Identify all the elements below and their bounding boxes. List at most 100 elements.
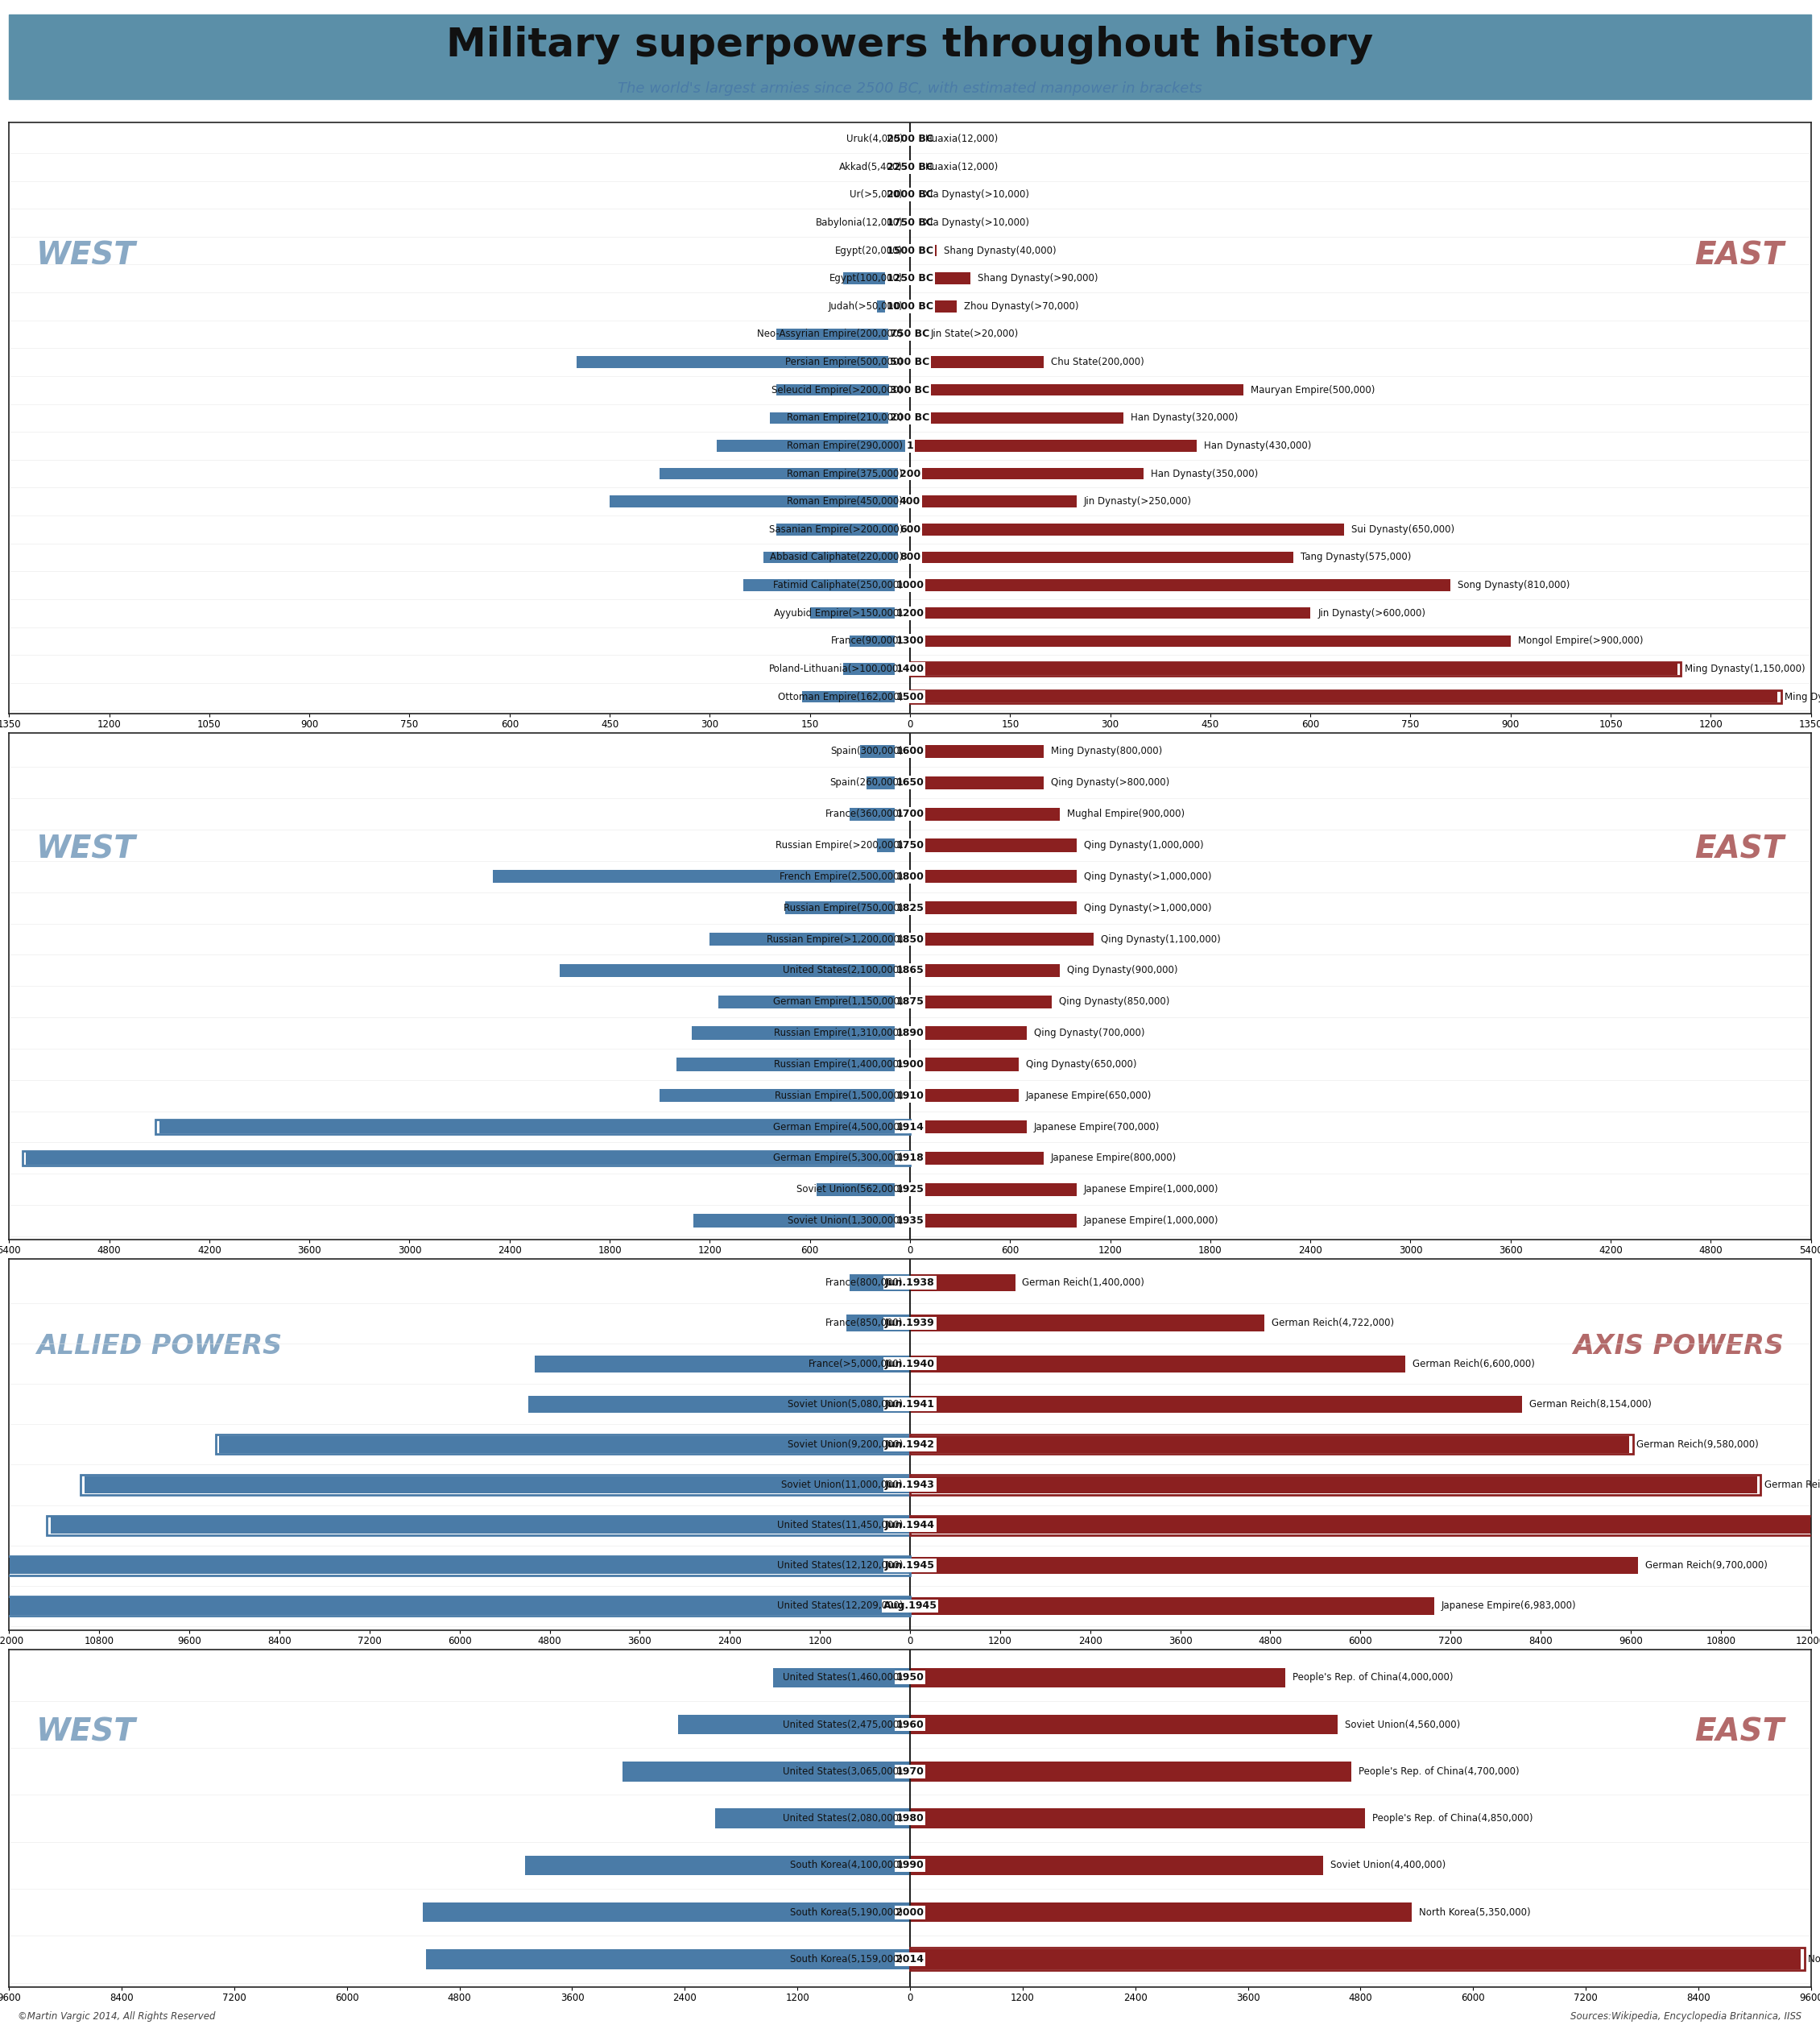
Text: France(90,000): France(90,000) (832, 636, 903, 646)
Text: Spain(300,000): Spain(300,000) (830, 746, 903, 756)
Text: The world's largest armies since 2500 BC, with estimated manpower in brackets: The world's largest armies since 2500 BC… (617, 81, 1203, 96)
Text: 2000 BC: 2000 BC (886, 189, 934, 200)
Text: 1400: 1400 (895, 664, 925, 674)
Text: United States(12,209,000): United States(12,209,000) (777, 1601, 903, 1611)
Text: 1970: 1970 (895, 1766, 925, 1776)
Text: Russian Empire(>1,200,000): Russian Empire(>1,200,000) (766, 933, 903, 945)
Text: Neo-Assyrian Empire(200,000): Neo-Assyrian Empire(200,000) (757, 330, 903, 340)
Text: Huaxia(12,000): Huaxia(12,000) (925, 161, 999, 173)
Bar (910, 273, 970, 285)
Text: 1850: 1850 (895, 933, 925, 945)
Bar (218, 1436, 910, 1452)
Bar (426, 1949, 910, 1970)
Text: Qing Dynasty(650,000): Qing Dynasty(650,000) (1026, 1059, 1136, 1069)
Bar (535, 1355, 910, 1373)
Text: 500 BC: 500 BC (890, 356, 930, 367)
Text: Russian Empire(1,500,000): Russian Empire(1,500,000) (774, 1090, 903, 1100)
Bar (493, 870, 910, 884)
Text: Uruk(4,000): Uruk(4,000) (846, 134, 903, 145)
Bar (906, 161, 910, 173)
Text: Jun.1939: Jun.1939 (885, 1318, 935, 1328)
Text: Jun.1944: Jun.1944 (885, 1520, 935, 1530)
Text: United States(1,460,000): United States(1,460,000) (783, 1672, 903, 1683)
Bar (910, 1597, 1434, 1615)
Bar (910, 1057, 1019, 1071)
Bar (677, 1057, 910, 1071)
Bar (777, 328, 910, 340)
Text: Ming Dynasty(1,150,000): Ming Dynasty(1,150,000) (1685, 664, 1805, 674)
Text: Egypt(100,000): Egypt(100,000) (830, 273, 903, 283)
Text: Roman Empire(290,000): Roman Empire(290,000) (786, 440, 903, 450)
Bar (910, 1183, 1077, 1196)
Text: Sui Dynasty(650,000): Sui Dynasty(650,000) (1350, 524, 1454, 534)
Bar (910, 1151, 1043, 1165)
Text: Soviet Union(11,000,000): Soviet Union(11,000,000) (781, 1479, 903, 1491)
Bar (770, 411, 910, 424)
Text: 800: 800 (899, 552, 921, 562)
Text: 2000: 2000 (895, 1907, 925, 1917)
Text: South Korea(5,190,000): South Korea(5,190,000) (790, 1907, 903, 1917)
Bar (903, 216, 910, 228)
Bar (0, 1556, 910, 1575)
Bar (910, 1809, 1365, 1829)
Text: 1980: 1980 (895, 1813, 925, 1823)
Text: Japanese Empire(650,000): Japanese Empire(650,000) (1026, 1090, 1152, 1100)
Bar (910, 495, 1077, 507)
Text: 1910: 1910 (895, 1090, 925, 1100)
Text: Sources:Wikipedia, Encyclopedia Britannica, IISS: Sources:Wikipedia, Encyclopedia Britanni… (1571, 2011, 1802, 2023)
Text: ©Martin Vargic 2014, All Rights Reserved: ©Martin Vargic 2014, All Rights Reserved (18, 2011, 217, 2023)
Text: 200 BC: 200 BC (890, 414, 930, 424)
Text: Jun.1938: Jun.1938 (885, 1277, 935, 1287)
Bar (677, 1715, 910, 1733)
Text: WEST: WEST (36, 240, 136, 271)
Bar (51, 1518, 910, 1534)
Text: Aug.1945: Aug.1945 (883, 1601, 937, 1611)
Text: 1918: 1918 (895, 1153, 925, 1163)
Bar (25, 1151, 910, 1165)
Bar (0, 1597, 910, 1615)
Text: 600: 600 (899, 524, 921, 534)
Bar (910, 662, 1678, 674)
Text: Fatimid Caliphate(250,000): Fatimid Caliphate(250,000) (774, 581, 903, 591)
Bar (910, 579, 1451, 591)
Text: United States(12,120,000): United States(12,120,000) (777, 1560, 903, 1571)
Text: German Reich(11,280,000): German Reich(11,280,000) (1764, 1479, 1820, 1491)
Bar (910, 469, 1143, 479)
Bar (692, 1027, 910, 1039)
Text: 2250 BC: 2250 BC (886, 161, 934, 173)
Bar (866, 776, 910, 788)
Bar (910, 1090, 1019, 1102)
Text: German Reich(9,700,000): German Reich(9,700,000) (1645, 1560, 1767, 1571)
Text: Shang Dynasty(40,000): Shang Dynasty(40,000) (945, 244, 1056, 257)
Bar (22, 1151, 910, 1165)
Text: Military superpowers throughout history: Military superpowers throughout history (446, 26, 1374, 65)
Text: 1700: 1700 (895, 809, 925, 819)
Text: Japanese Empire(1,000,000): Japanese Empire(1,000,000) (1085, 1183, 1219, 1194)
Text: 1865: 1865 (895, 966, 925, 976)
Text: EAST: EAST (1694, 1717, 1784, 1748)
Bar (659, 469, 910, 479)
Text: Roman Empire(450,000): Roman Empire(450,000) (786, 497, 903, 507)
Text: Jun.1942: Jun.1942 (885, 1440, 935, 1450)
Text: 1000: 1000 (895, 581, 925, 591)
Text: Song Dynasty(810,000): Song Dynasty(810,000) (1458, 581, 1571, 591)
Text: Xia Dynasty(>10,000): Xia Dynasty(>10,000) (925, 218, 1030, 228)
Text: Soviet Union(562,000): Soviet Union(562,000) (797, 1183, 903, 1194)
Text: Qing Dynasty(700,000): Qing Dynasty(700,000) (1034, 1029, 1145, 1039)
Text: France(850,000): France(850,000) (824, 1318, 903, 1328)
Text: 1990: 1990 (895, 1860, 925, 1870)
Bar (910, 1475, 1760, 1495)
Text: 200: 200 (899, 469, 921, 479)
Text: Akkad(5,400): Akkad(5,400) (839, 161, 903, 173)
Bar (877, 839, 910, 851)
Text: 1900: 1900 (895, 1059, 925, 1069)
Text: Soviet Union(5,080,000): Soviet Union(5,080,000) (788, 1399, 903, 1410)
Bar (910, 356, 1043, 369)
Text: ALLIED POWERS: ALLIED POWERS (36, 1332, 282, 1359)
Text: North Korea(5,350,000): North Korea(5,350,000) (1420, 1907, 1531, 1917)
Text: Russian Empire(750,000): Russian Empire(750,000) (783, 902, 903, 913)
Bar (910, 839, 1077, 851)
Bar (843, 273, 910, 285)
Bar (910, 1518, 1816, 1534)
Text: North Korea(9,495,000): North Korea(9,495,000) (1809, 1953, 1820, 1964)
